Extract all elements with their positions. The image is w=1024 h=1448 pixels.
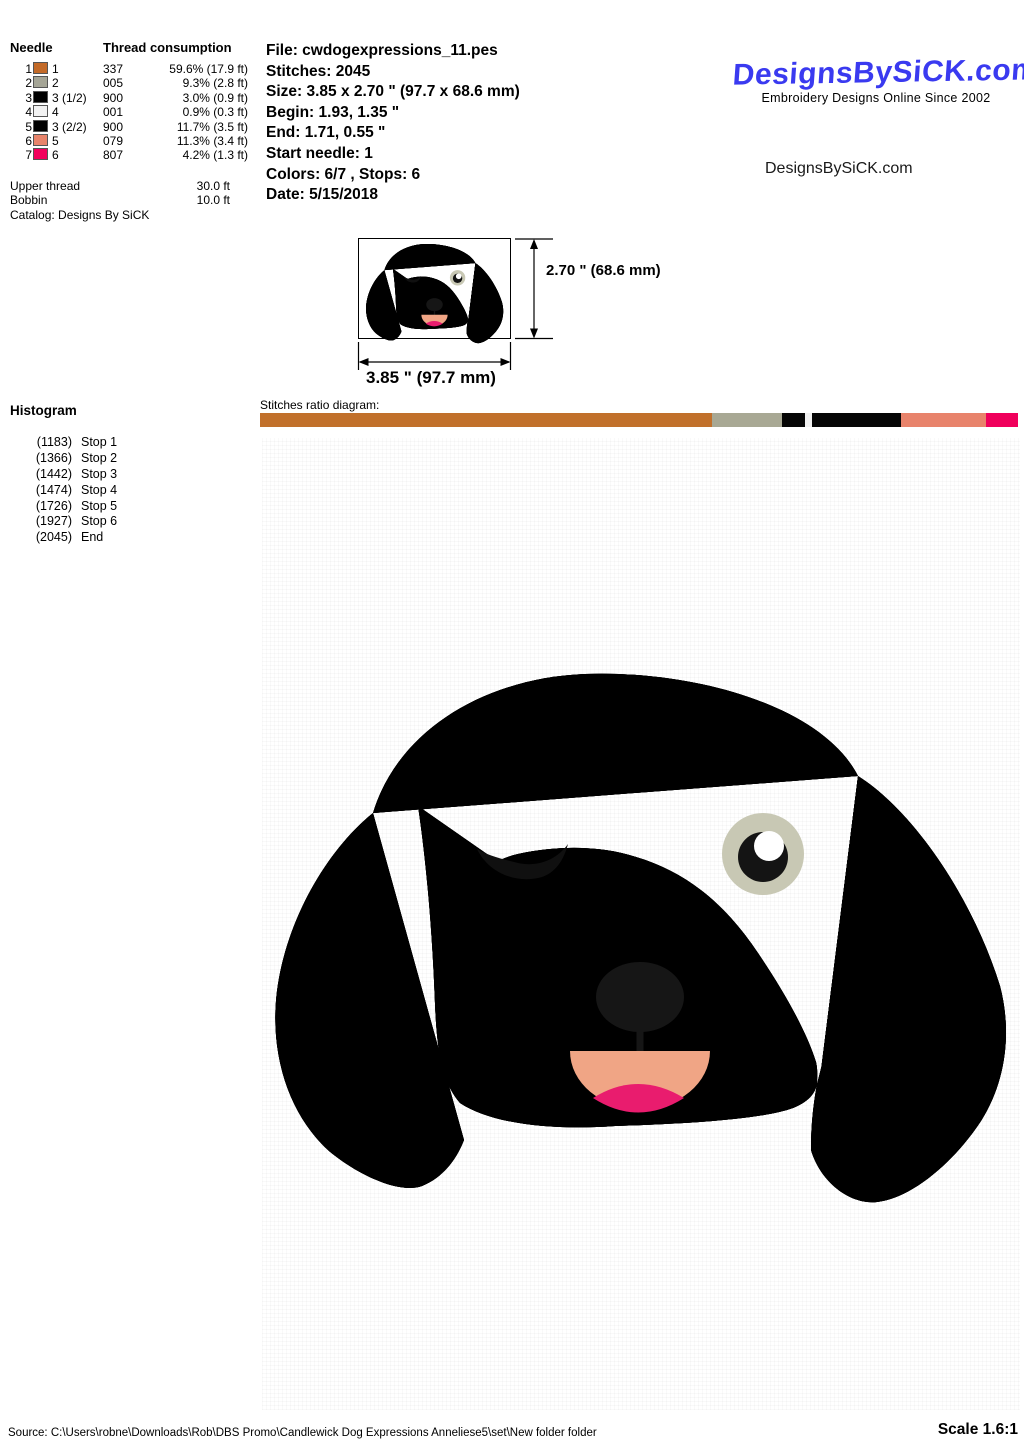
needle-table-header: Needle Thread consumption (10, 40, 248, 62)
file-info-line: End: 1.71, 0.55 " (266, 124, 386, 142)
thread-color-swatch (33, 119, 48, 132)
main-dog-design (260, 658, 1020, 1228)
histogram: Histogram (1183) Stop 1 (1366) Stop 2 (1442)… (10, 403, 230, 546)
upper-thread-label: Upper thread (10, 178, 81, 193)
brand-block: DesignsBySiCK.com Embroidery Designs Onl… (732, 53, 1024, 105)
thread-color-swatch (33, 133, 48, 146)
ratio-segment (811, 413, 901, 427)
needle-row: 4 4 001 0.9% (0.3 ft) (25, 105, 248, 120)
bobbin-label: Bobbin (10, 193, 48, 208)
upper-thread-value: 30.0 ft (196, 178, 230, 193)
ratio-segment (986, 413, 1019, 427)
needle-row: 7 6 807 4.2% (1.3 ft) (25, 148, 248, 163)
upper-thread-row: Upper thread 30.0 ft (10, 179, 248, 194)
thread-color-swatch (33, 105, 48, 118)
needle-row: 2 2 005 9.3% (2.8 ft) (25, 76, 248, 91)
preview-box (358, 238, 511, 339)
dimension-arrow-vertical (515, 238, 553, 340)
ratio-segment (805, 413, 812, 427)
ratio-segment (782, 413, 805, 427)
height-dimension-label: 2.70 " (68.6 mm) (546, 262, 661, 279)
needle-table: Needle Thread consumption 1 1 337 59.6% (17… (10, 40, 248, 222)
catalog-line: Catalog: Designs By SiCK (10, 207, 150, 222)
histogram-title: Histogram (10, 403, 77, 418)
ratio-segment (711, 413, 783, 427)
histogram-stop-row: (2045) End (35, 530, 104, 545)
file-info-line: Colors: 6/7 , Stops: 6 (266, 165, 421, 183)
histogram-stop-row: (1183) Stop 1 (36, 435, 118, 449)
file-info-line: Date: 5/15/2018 (266, 186, 379, 204)
ratio-diagram-label: Stitches ratio diagram: (260, 398, 380, 412)
thread-color-swatch (33, 148, 48, 161)
needle-header: Needle (10, 40, 53, 55)
file-info-line: Begin: 1.93, 1.35 " (266, 103, 400, 121)
logo: DesignsBySiCK.com (731, 53, 1024, 92)
file-info-line: Stitches: 2045 (266, 62, 371, 80)
histogram-stop-row: (1366) Stop 2 (35, 450, 118, 465)
width-dimension-label: 3.85 " (97.7 mm) (366, 368, 496, 387)
histogram-stop-row: (1442) Stop 3 (35, 466, 118, 481)
histogram-stop-row: (1726) Stop 5 (35, 498, 118, 513)
needle-row: 1 1 337 59.6% (17.9 ft) (25, 62, 248, 76)
ratio-segment (260, 413, 712, 427)
bobbin-row: Bobbin 10.0 ft (10, 193, 248, 208)
thread-color-swatch (33, 76, 48, 89)
design-preview: 2.70 " (68.6 mm) 3.85 " (97.7 mm) (350, 230, 690, 400)
dimension-arrow-horizontal (357, 342, 512, 370)
file-info-line: Start needle: 1 (266, 144, 373, 162)
file-info-line: Size: 3.85 x 2.70 " (97.7 x 68.6 mm) (266, 83, 520, 101)
needle-row: 6 5 079 11.3% (3.4 ft) (25, 133, 248, 148)
histogram-stop-row: (1927) Stop 6 (35, 514, 118, 529)
footer-source-path: Source: C:\Users\robne\Downloads\Rob\DBS… (8, 1427, 597, 1439)
website-text: DesignsBySiCK.com (765, 160, 913, 177)
ratio-segment (900, 413, 987, 427)
footer-scale: Scale 1.6:1 (937, 1421, 1018, 1438)
thread-consumption-header: Thread consumption (103, 40, 232, 55)
thread-color-swatch (33, 90, 48, 103)
thread-color-swatch (33, 62, 48, 74)
needle-rows: 1 1 337 59.6% (17.9 ft) 2 2 005 9.3% (2.8 ft) 3 3… (10, 62, 248, 163)
ratio-diagram-bar (260, 413, 1019, 427)
bobbin-value: 10.0 ft (196, 193, 230, 208)
histogram-stop-row: (1474) Stop 4 (35, 482, 118, 497)
histogram-stops: (1183) Stop 1 (1366) Stop 2 (1442) Stop 3 (147… (10, 435, 230, 546)
preview-dog-design (366, 244, 503, 343)
file-info: File: cwdogexpressions_11.pes Stitches: 2… (266, 41, 520, 206)
logo-tagline: Embroidery Designs Online Since 2002 (761, 91, 991, 105)
file-info-line: File: cwdogexpressions_11.pes (266, 42, 498, 59)
